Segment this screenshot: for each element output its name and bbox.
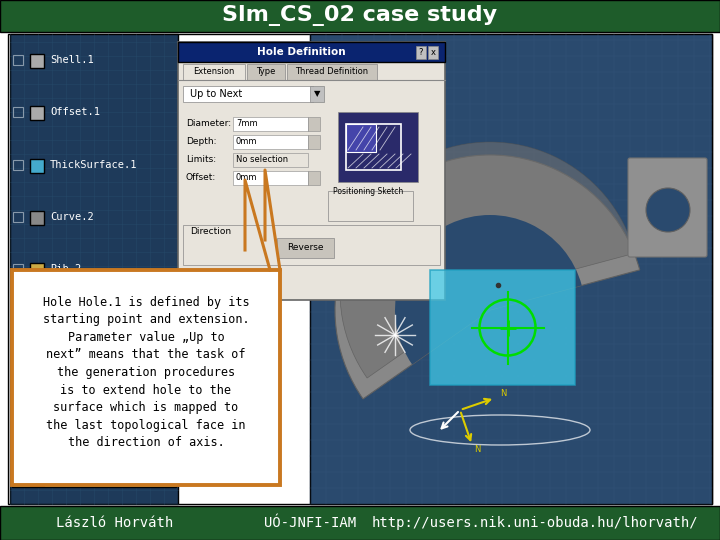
Text: Diameter:: Diameter: (186, 119, 231, 129)
FancyBboxPatch shape (277, 238, 334, 258)
FancyBboxPatch shape (308, 171, 320, 185)
Text: Limits:: Limits: (186, 156, 216, 165)
FancyBboxPatch shape (428, 46, 438, 59)
Text: 7mm: 7mm (236, 119, 258, 129)
Text: Depth:: Depth: (186, 138, 217, 146)
FancyBboxPatch shape (233, 117, 308, 131)
FancyBboxPatch shape (233, 171, 308, 185)
FancyBboxPatch shape (310, 34, 712, 504)
FancyBboxPatch shape (30, 54, 44, 68)
Text: Curve.2: Curve.2 (50, 212, 94, 222)
Wedge shape (340, 142, 635, 378)
FancyBboxPatch shape (30, 315, 44, 329)
Text: Slm_CS_02 case study: Slm_CS_02 case study (222, 5, 498, 26)
FancyBboxPatch shape (30, 106, 44, 120)
Text: Extension: Extension (193, 68, 235, 77)
FancyBboxPatch shape (233, 153, 308, 167)
Text: Hole.1: Hole.1 (50, 473, 88, 483)
Text: N: N (474, 445, 480, 454)
FancyBboxPatch shape (233, 135, 308, 149)
Text: Thread Definition: Thread Definition (295, 68, 369, 77)
FancyBboxPatch shape (338, 112, 418, 182)
Text: Positioning Sketch: Positioning Sketch (333, 186, 403, 195)
FancyBboxPatch shape (30, 367, 44, 381)
Text: ▼: ▼ (314, 90, 320, 98)
Text: http://users.nik.uni-obuda.hu/lhorvath/: http://users.nik.uni-obuda.hu/lhorvath/ (372, 516, 698, 530)
Text: Reverse: Reverse (287, 244, 323, 253)
FancyBboxPatch shape (247, 64, 285, 80)
FancyBboxPatch shape (178, 42, 445, 62)
FancyBboxPatch shape (346, 124, 376, 152)
Wedge shape (395, 215, 582, 364)
Text: 0mm: 0mm (236, 173, 258, 183)
Text: ThickSurface.1: ThickSurface.1 (50, 159, 138, 170)
FancyBboxPatch shape (416, 46, 426, 59)
FancyBboxPatch shape (0, 506, 720, 540)
Text: Hole Hole.1 is defined by its
starting point and extension.
Parameter value „Up : Hole Hole.1 is defined by its starting p… (42, 296, 249, 449)
Text: No selection: No selection (236, 156, 288, 165)
Text: ?: ? (419, 48, 423, 57)
FancyBboxPatch shape (12, 469, 176, 487)
FancyBboxPatch shape (30, 472, 44, 486)
Text: Offset.1: Offset.1 (50, 107, 100, 117)
FancyBboxPatch shape (308, 117, 320, 131)
Text: László Horváth: László Horváth (56, 516, 174, 530)
Circle shape (646, 188, 690, 232)
FancyBboxPatch shape (430, 270, 575, 385)
FancyBboxPatch shape (178, 42, 445, 300)
Text: Offset.: Offset. (50, 368, 94, 379)
FancyBboxPatch shape (30, 420, 44, 434)
Text: Offset.2: Offset.2 (50, 316, 100, 326)
Text: Up to Next: Up to Next (190, 89, 242, 99)
FancyBboxPatch shape (308, 135, 320, 149)
FancyBboxPatch shape (183, 225, 440, 265)
FancyBboxPatch shape (183, 86, 313, 102)
Text: Rib.2: Rib.2 (50, 264, 81, 274)
Text: N: N (500, 389, 506, 398)
Text: Direction: Direction (190, 227, 231, 237)
Text: Type: Type (256, 68, 276, 77)
FancyBboxPatch shape (30, 263, 44, 277)
FancyBboxPatch shape (628, 158, 707, 257)
FancyBboxPatch shape (0, 0, 720, 32)
FancyBboxPatch shape (310, 86, 324, 102)
Text: ThickSurface.2: ThickSurface.2 (50, 421, 138, 431)
Text: Hole Definition: Hole Definition (257, 47, 346, 57)
Text: x: x (431, 48, 436, 57)
Text: Shell.1: Shell.1 (50, 55, 94, 65)
Text: Offset:: Offset: (186, 173, 216, 183)
FancyBboxPatch shape (183, 64, 245, 80)
FancyBboxPatch shape (287, 64, 377, 80)
Text: UÓ-JNFI-IAM: UÓ-JNFI-IAM (264, 516, 356, 530)
FancyBboxPatch shape (10, 34, 178, 504)
FancyBboxPatch shape (12, 270, 280, 485)
Wedge shape (335, 155, 639, 399)
FancyBboxPatch shape (30, 211, 44, 225)
FancyBboxPatch shape (30, 159, 44, 173)
Text: 0mm: 0mm (236, 138, 258, 146)
FancyBboxPatch shape (8, 34, 712, 504)
